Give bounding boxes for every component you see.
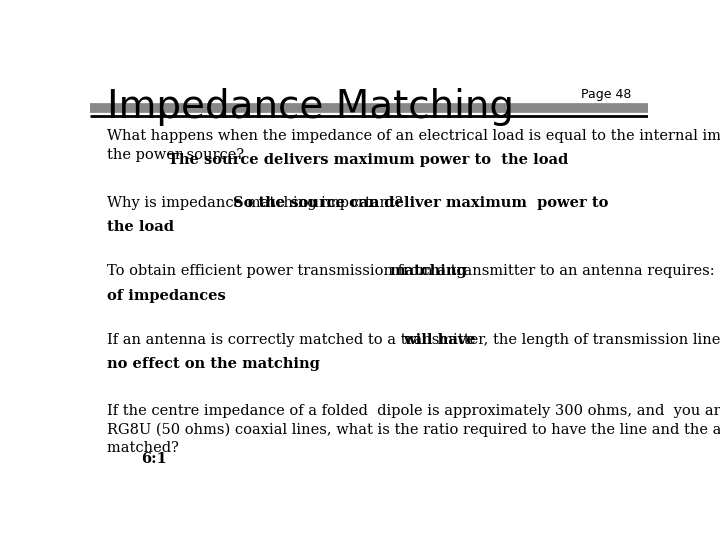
Text: 6:1: 6:1 xyxy=(141,452,166,466)
Text: Impedance Matching: Impedance Matching xyxy=(107,87,514,126)
Text: Page 48: Page 48 xyxy=(581,87,631,100)
Text: If the centre impedance of a folded  dipole is approximately 300 ohms, and  you : If the centre impedance of a folded dipo… xyxy=(107,404,720,455)
Text: no effect on the matching: no effect on the matching xyxy=(107,357,320,371)
Text: What happens when the impedance of an electrical load is equal to the internal i: What happens when the impedance of an el… xyxy=(107,129,720,161)
Text: The source delivers maximum power to  the load: The source delivers maximum power to the… xyxy=(168,153,568,167)
Text: To obtain efficient power transmission from a transmitter to an antenna requires: To obtain efficient power transmission f… xyxy=(107,265,720,279)
Text: of impedances: of impedances xyxy=(107,288,225,302)
Text: matching: matching xyxy=(390,265,467,279)
Text: the load: the load xyxy=(107,220,174,234)
Text: So the source can deliver maximum  power to: So the source can deliver maximum power … xyxy=(233,196,608,210)
Text: If an antenna is correctly matched to a transmitter, the length of transmission : If an antenna is correctly matched to a … xyxy=(107,333,720,347)
Text: will have: will have xyxy=(403,333,475,347)
Text: Why is impedance matching important?: Why is impedance matching important? xyxy=(107,196,407,210)
